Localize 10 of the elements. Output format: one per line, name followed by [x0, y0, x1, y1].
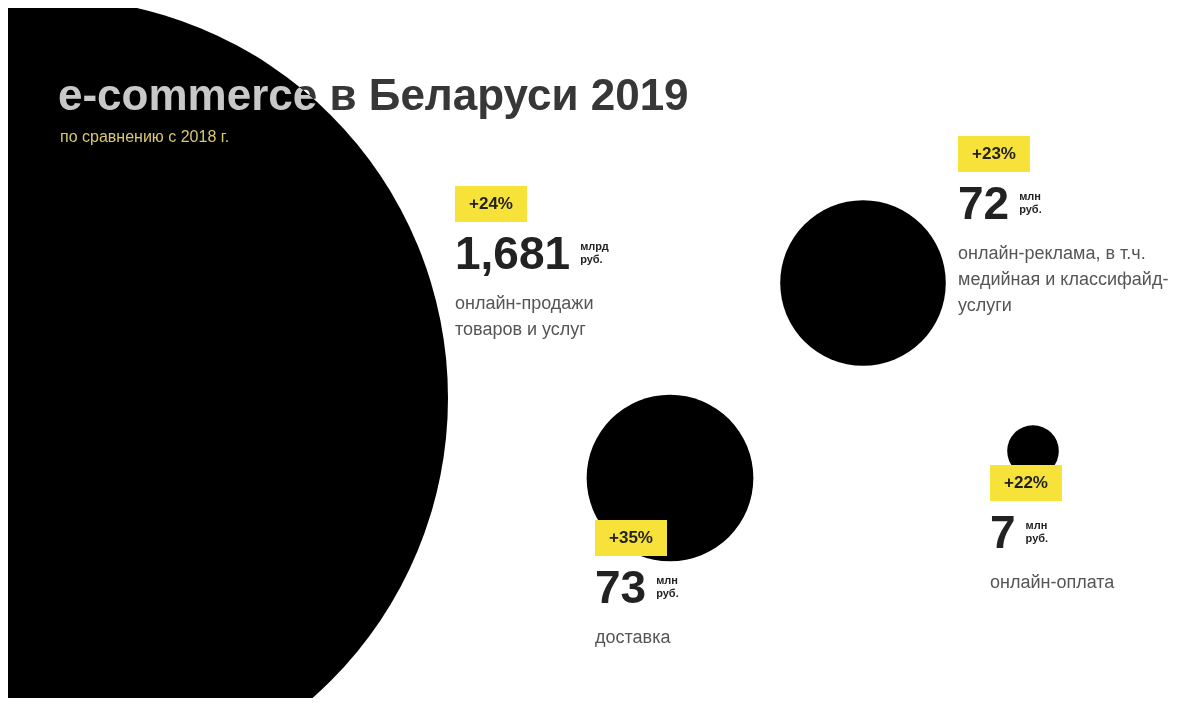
- category-label: доставка: [595, 626, 672, 649]
- category-label: онлайн-продажи товаров и услуг: [455, 292, 595, 341]
- text: e-commerce в Беларуси 2019: [58, 70, 689, 120]
- text: по сравнению с 2018 г.: [60, 128, 230, 146]
- text: +23%: [972, 144, 1016, 163]
- text: +22%: [1004, 473, 1048, 492]
- category-label: онлайн-оплата: [990, 571, 1116, 594]
- category-label: онлайн-реклама, в т.ч. медийная и классифайд-услуги: [958, 242, 1170, 317]
- text: +35%: [609, 528, 653, 547]
- text: +24%: [469, 194, 513, 213]
